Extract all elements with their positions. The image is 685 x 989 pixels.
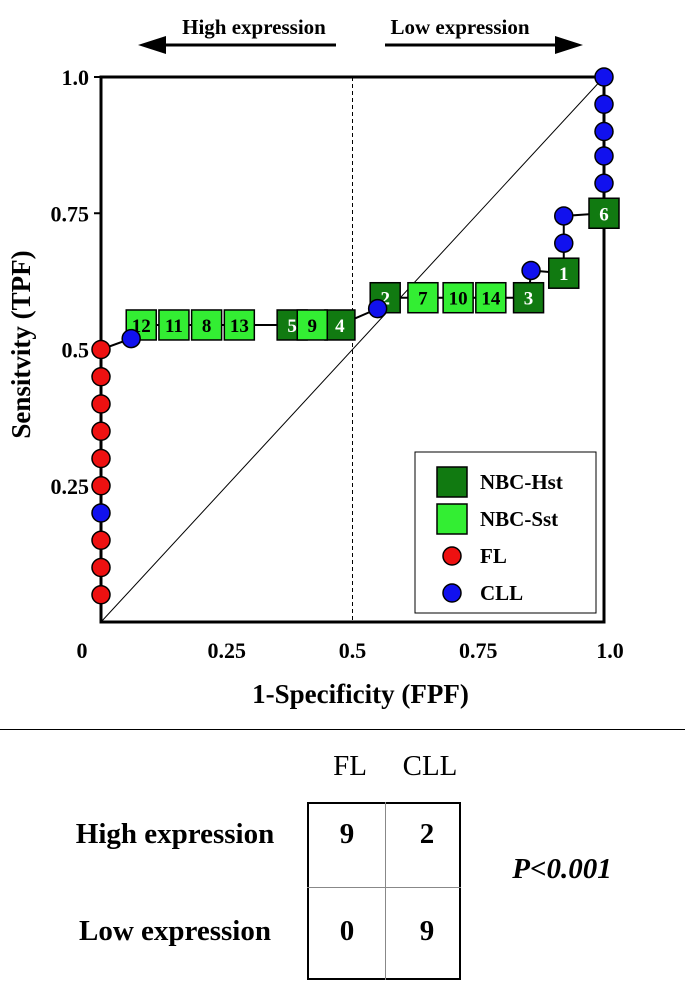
legend-marker [442, 583, 462, 603]
table-column-divider [385, 802, 386, 980]
y-axis-label: Sensitvity (TPF) [6, 250, 36, 438]
cll-point [594, 173, 614, 194]
point-label: 7 [418, 289, 428, 310]
x-tick-label: 0.75 [459, 638, 498, 663]
cll-point [121, 328, 141, 349]
legend-marker [442, 546, 462, 566]
cll-point [594, 67, 614, 87]
fl-point [91, 530, 111, 550]
fl-point [91, 421, 111, 441]
p-value: P<0.001 [512, 853, 612, 885]
cll-point [594, 121, 614, 142]
cll-point [554, 233, 574, 253]
x-tick-label: 0.25 [208, 638, 247, 663]
contingency-table [307, 802, 461, 980]
point-label: 4 [335, 316, 345, 337]
cll-point [521, 260, 541, 281]
y-tick-label: 0.25 [51, 474, 90, 499]
arrow-right-label: Low expression [390, 15, 529, 39]
cll-point [594, 146, 614, 166]
x-tick-label: 1.0 [596, 638, 624, 663]
fl-point [91, 367, 111, 387]
nbc-sst-point [442, 281, 474, 314]
nbc-sst-point [407, 281, 439, 314]
y-tick-label: 1.0 [62, 65, 90, 90]
nbc-sst-point [190, 309, 223, 341]
point-label: 8 [202, 316, 212, 337]
point-label: 1 [559, 264, 569, 285]
arrow-right-head [555, 36, 583, 54]
cell-high-fl: 9 [339, 818, 355, 850]
cll-point [554, 206, 574, 226]
row-header-high-expression: High expression [75, 818, 275, 850]
fl-point [91, 448, 111, 469]
point-label: 11 [165, 316, 183, 337]
cell-low-fl: 0 [339, 915, 355, 947]
fl-point [91, 557, 111, 578]
nbc-sst-point [475, 281, 507, 314]
nbc-sst-point [296, 309, 329, 341]
point-label: 3 [524, 289, 534, 310]
cell-low-cll: 9 [419, 915, 435, 947]
nbc-sst-point [223, 309, 256, 341]
cll-point [367, 298, 388, 319]
point-label: 14 [481, 289, 501, 310]
nbc-hst-point [324, 309, 356, 341]
x-tick-label: 0 [77, 638, 88, 663]
point-label: 2 [380, 289, 390, 310]
fl-point [91, 476, 111, 496]
point-label: 9 [308, 316, 318, 337]
cll-point [594, 94, 614, 114]
row-header-low-expression: Low expression [78, 915, 271, 947]
y-tick-label: 0.5 [62, 338, 90, 363]
point-label: 6 [599, 204, 609, 225]
nbc-hst-point [588, 197, 620, 229]
column-header-cll: CLL [402, 750, 458, 782]
x-axis-label: 1-Specificity (FPF) [252, 679, 469, 709]
fl-point [91, 339, 111, 360]
y-tick-label: 0.75 [51, 201, 90, 226]
arrow-left-head [138, 36, 166, 54]
roc-chart: 0.25 0.5 0.75 1.0 0 0.25 0.5 0.75 1.0 1-Specifici… [6, 15, 624, 709]
reference-diagonal [100, 76, 605, 623]
legend-marker [436, 503, 468, 535]
column-header-fl: FL [333, 750, 367, 782]
x-tick-label: 0.5 [339, 638, 367, 663]
nbc-hst-point [548, 257, 580, 289]
table-row-divider [307, 887, 461, 888]
fl-point [91, 585, 111, 605]
nbc-sst-point [158, 309, 190, 341]
nbc-hst-point [512, 281, 545, 314]
legend-label: FL [480, 544, 507, 568]
cell-high-cll: 2 [419, 818, 435, 850]
section-divider [0, 729, 685, 730]
point-label: 5 [287, 316, 297, 337]
legend-marker [436, 466, 468, 498]
point-label: 10 [449, 289, 468, 310]
legend-label: NBC-Sst [480, 507, 558, 531]
legend-label: NBC-Hst [480, 470, 563, 494]
arrow-left-label: High expression [182, 15, 326, 39]
fl-point [91, 394, 111, 414]
legend-label: CLL [480, 581, 523, 605]
cll-point [91, 503, 111, 523]
point-label: 13 [230, 316, 249, 337]
